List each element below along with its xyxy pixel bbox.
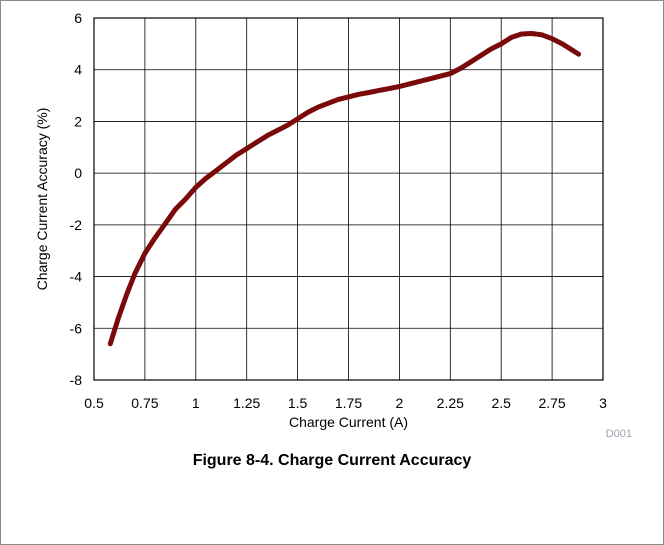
y-tick-label: 4 [74,62,82,78]
accuracy-curve [107,31,582,347]
x-tick-label: 2.5 [491,395,511,411]
x-tick-labels: 0.5 0.75 1 1.25 1.5 1.75 2 2.25 2.5 2.75 3 [84,395,607,411]
y-tick-label: -6 [70,320,83,336]
x-tick-label: 0.75 [131,395,158,411]
x-tick-label: 0.5 [84,395,104,411]
x-tick-label: 1 [192,395,200,411]
x-tick-label: 2 [396,395,404,411]
x-tick-label: 2.75 [538,395,565,411]
y-tick-label: 0 [74,165,82,181]
x-tick-label: 1.75 [335,395,362,411]
y-tick-label: -8 [70,372,83,388]
plot-area [93,17,604,381]
grid [93,17,604,381]
y-tick-label: 2 [74,113,82,129]
x-tick-label: 1.5 [288,395,308,411]
y-tick-label: -2 [70,217,83,233]
x-axis-label: Charge Current (A) [289,414,408,430]
x-tick-label: 2.25 [437,395,464,411]
figure-code: D001 [606,428,632,440]
y-tick-label: -4 [70,269,83,285]
x-tick-label: 1.25 [233,395,260,411]
y-tick-label: 6 [74,10,82,26]
y-axis-label: Charge Current Accuracy (%) [34,108,50,291]
x-tick-label: 3 [599,395,607,411]
y-tick-labels: -8 -6 -4 -2 0 2 4 6 [70,10,83,388]
figure-caption: Figure 8-4. Charge Current Accuracy [192,452,472,469]
